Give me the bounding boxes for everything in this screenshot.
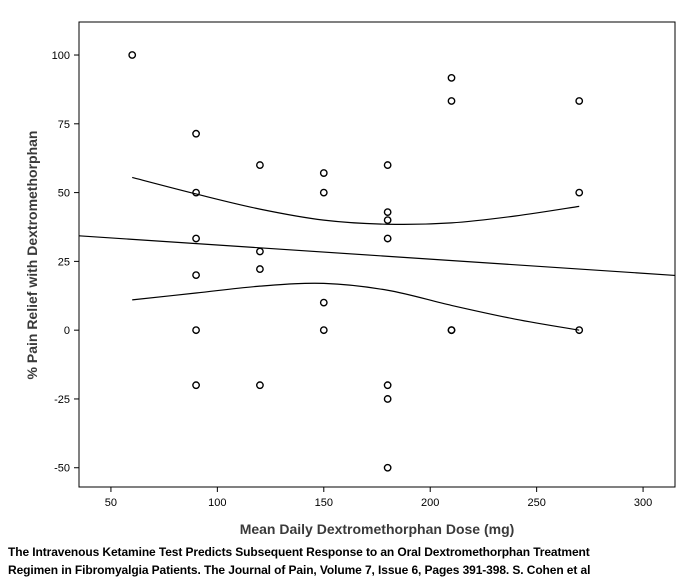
y-tick-label: 100 [52, 50, 70, 62]
data-point [256, 265, 264, 273]
data-point [383, 463, 392, 472]
y-tick-label: 75 [58, 119, 70, 131]
x-tick-label: 100 [208, 497, 226, 509]
data-point [447, 326, 456, 335]
y-tick-label: 25 [58, 256, 70, 268]
data-points [128, 51, 584, 472]
y-tick-label: 50 [58, 188, 70, 200]
data-point [192, 234, 200, 243]
data-point [383, 395, 392, 403]
data-point [447, 97, 456, 105]
data-point [319, 169, 328, 177]
y-tick-label: 0 [64, 325, 70, 337]
figure-caption: The Intravenous Ketamine Test Predicts S… [8, 543, 684, 579]
data-point [256, 247, 264, 256]
data-point [319, 298, 328, 307]
x-tick-label: 150 [315, 497, 333, 509]
y-tick-label: -50 [54, 463, 70, 475]
data-point [192, 129, 200, 138]
caption-line-2: Regimen in Fibromyalgia Patients. The Jo… [8, 563, 591, 577]
data-point [447, 73, 456, 82]
data-point [383, 208, 392, 217]
data-point [192, 271, 200, 280]
data-point [383, 161, 392, 169]
data-point [319, 188, 328, 197]
x-tick-label: 50 [105, 497, 117, 509]
lower-confidence-band [132, 282, 580, 331]
upper-confidence-band [132, 176, 580, 226]
x-tick-label: 200 [421, 497, 439, 509]
data-point [192, 188, 200, 197]
data-point [383, 381, 392, 390]
data-point [319, 326, 328, 335]
data-point [128, 51, 137, 59]
data-point [192, 326, 200, 335]
data-point [575, 97, 584, 105]
x-tick-label: 300 [634, 497, 652, 509]
data-point [256, 381, 264, 390]
fit-curves [78, 176, 676, 331]
plot-area-frame [78, 21, 676, 488]
data-point [383, 216, 392, 225]
data-point [192, 381, 200, 390]
data-point [575, 326, 584, 335]
data-point [383, 234, 392, 243]
data-point [256, 161, 264, 169]
data-point [575, 188, 584, 197]
x-tick-label: 250 [527, 497, 545, 509]
caption-line-1: The Intravenous Ketamine Test Predicts S… [8, 545, 590, 559]
regression-line [78, 235, 676, 277]
y-tick-label: -25 [54, 394, 70, 406]
x-axis-title: Mean Daily Dextromethorphan Dose (mg) [240, 521, 515, 537]
y-axis-title: % Pain Relief with Dextromethorphan [24, 131, 40, 380]
